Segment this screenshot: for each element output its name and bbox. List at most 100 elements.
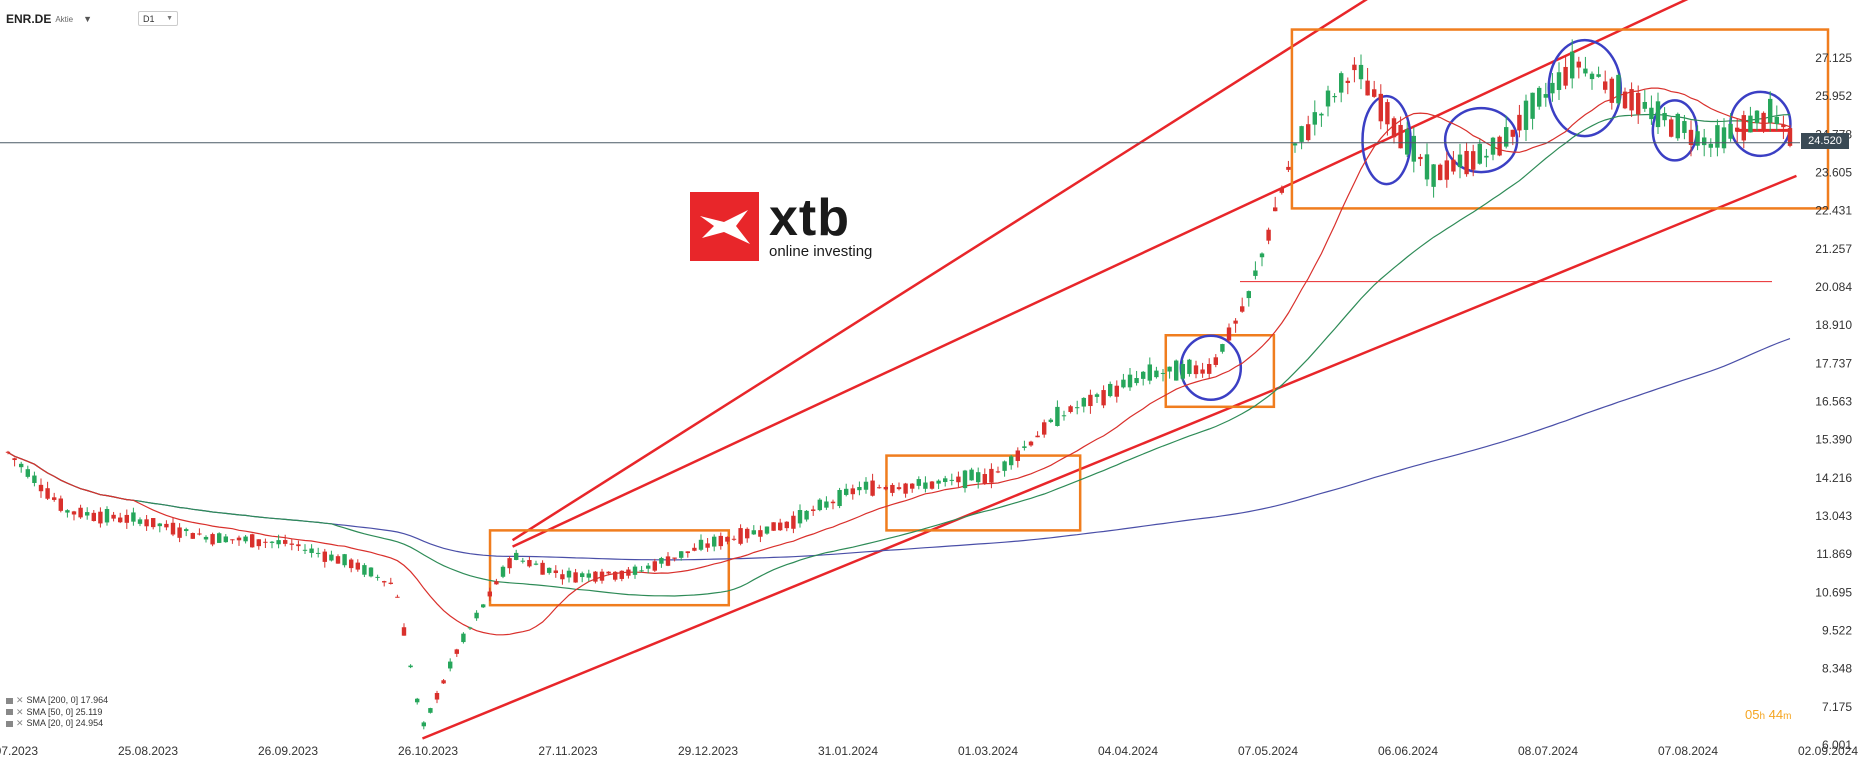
candle-body [1642,101,1647,109]
candle-body [243,536,248,542]
candle-body [375,576,380,578]
candle-body [1160,372,1166,374]
y-tick-label: 15.390 [1815,433,1852,447]
legend-label: SMA [20, 0] 24.954 [26,718,104,728]
candle-body [1233,320,1238,324]
candle-body [698,539,704,550]
candle-body [712,536,717,547]
candle-body [1094,394,1100,397]
candle-body [533,563,539,565]
candle-body [995,471,1001,473]
candle-body [863,481,869,490]
candle-body [1365,80,1370,96]
candle-body [1022,446,1027,448]
chevron-down-icon[interactable]: ▼ [83,14,93,24]
indicator-legend: ✕ SMA [200, 0] 17.964 ✕ SMA [50, 0] 25.119… [6,695,108,730]
candle-body [791,515,796,529]
candle-body [659,558,664,564]
x-tick-label: 31.01.2024 [818,744,878,758]
candle-body [1141,371,1146,379]
candle-body [263,541,268,543]
candle-body [474,612,479,619]
candle-body [408,665,413,668]
candle-body [830,501,836,504]
candle-body [1563,66,1568,86]
candle-body [481,604,486,608]
x-tick-label: 26.10.2023 [398,744,458,758]
candle-body [494,581,499,585]
candle-body [1715,125,1720,148]
candle-countdown: 05h 44m [1745,707,1791,722]
trend-line [512,0,1689,548]
candle-body [276,540,281,545]
symbol-selector[interactable]: ENR.DE Aktie ▼ [6,12,92,26]
candle-body [1193,365,1199,375]
candle-body [164,523,169,528]
candle-body [1266,229,1271,241]
candle-body [467,627,473,629]
candle-body [1372,89,1377,97]
annotation-circle [1361,94,1412,186]
candle-body [1028,441,1034,446]
y-tick-label: 20.084 [1815,280,1852,294]
candle-body [316,552,321,554]
candle-body [368,567,374,577]
timeframe-select[interactable]: D1 ▼ [138,11,178,26]
candle-body [566,570,572,578]
x-tick-label: 29.12.2023 [678,744,738,758]
candle-body [560,574,565,580]
candle-body [1088,394,1093,407]
candle-body [1451,159,1456,172]
candle-body [131,512,136,522]
candle-body [144,519,149,527]
candle-body [619,570,624,579]
y-tick-label: 11.869 [1816,547,1852,561]
legend-item-sma200[interactable]: ✕ SMA [200, 0] 17.964 [6,695,108,707]
candle-body [461,633,466,643]
candle-body [1754,110,1760,124]
trend-line [421,174,1797,740]
candle-body [1438,164,1443,181]
candle-body [322,551,327,562]
candle-body [626,569,631,576]
candle-body [1391,118,1397,138]
legend-item-sma50[interactable]: ✕ SMA [50, 0] 25.119 [6,707,108,719]
candle-body [547,567,552,573]
candle-body [1629,89,1634,111]
candle-body [415,698,420,703]
indicator-icon [6,697,13,704]
candle-body [137,519,143,524]
candle-body [104,509,110,523]
candle-body [1761,112,1766,130]
candle-body [236,537,242,541]
candle-body [1398,124,1403,149]
candle-body [1226,327,1232,341]
candle-body [1583,68,1588,74]
candle-body [1332,95,1337,98]
candle-body [837,489,842,507]
candle-body [355,562,360,570]
candle-body [685,551,690,554]
candle-body [1299,126,1304,142]
candle-body [1180,364,1185,379]
indicator-icon [6,709,13,716]
sma20-line [7,87,1791,636]
candle-body [1240,306,1245,312]
candle-body [593,571,598,582]
candle-body [943,478,948,483]
candle-body [672,557,677,559]
candle-body [1622,91,1628,109]
candle-body [804,510,809,520]
candle-body [613,571,618,580]
current-price-tag: 24.520 [1801,133,1849,149]
y-tick-label: 7.175 [1822,700,1852,714]
candle-body [177,527,182,538]
candle-body [1048,419,1053,422]
candle-body [38,484,44,492]
candle-body [877,487,882,489]
legend-item-sma20[interactable]: ✕ SMA [20, 0] 24.954 [6,718,108,730]
candle-body [771,522,776,531]
candle-body [1530,92,1535,119]
candle-body [1424,154,1430,180]
